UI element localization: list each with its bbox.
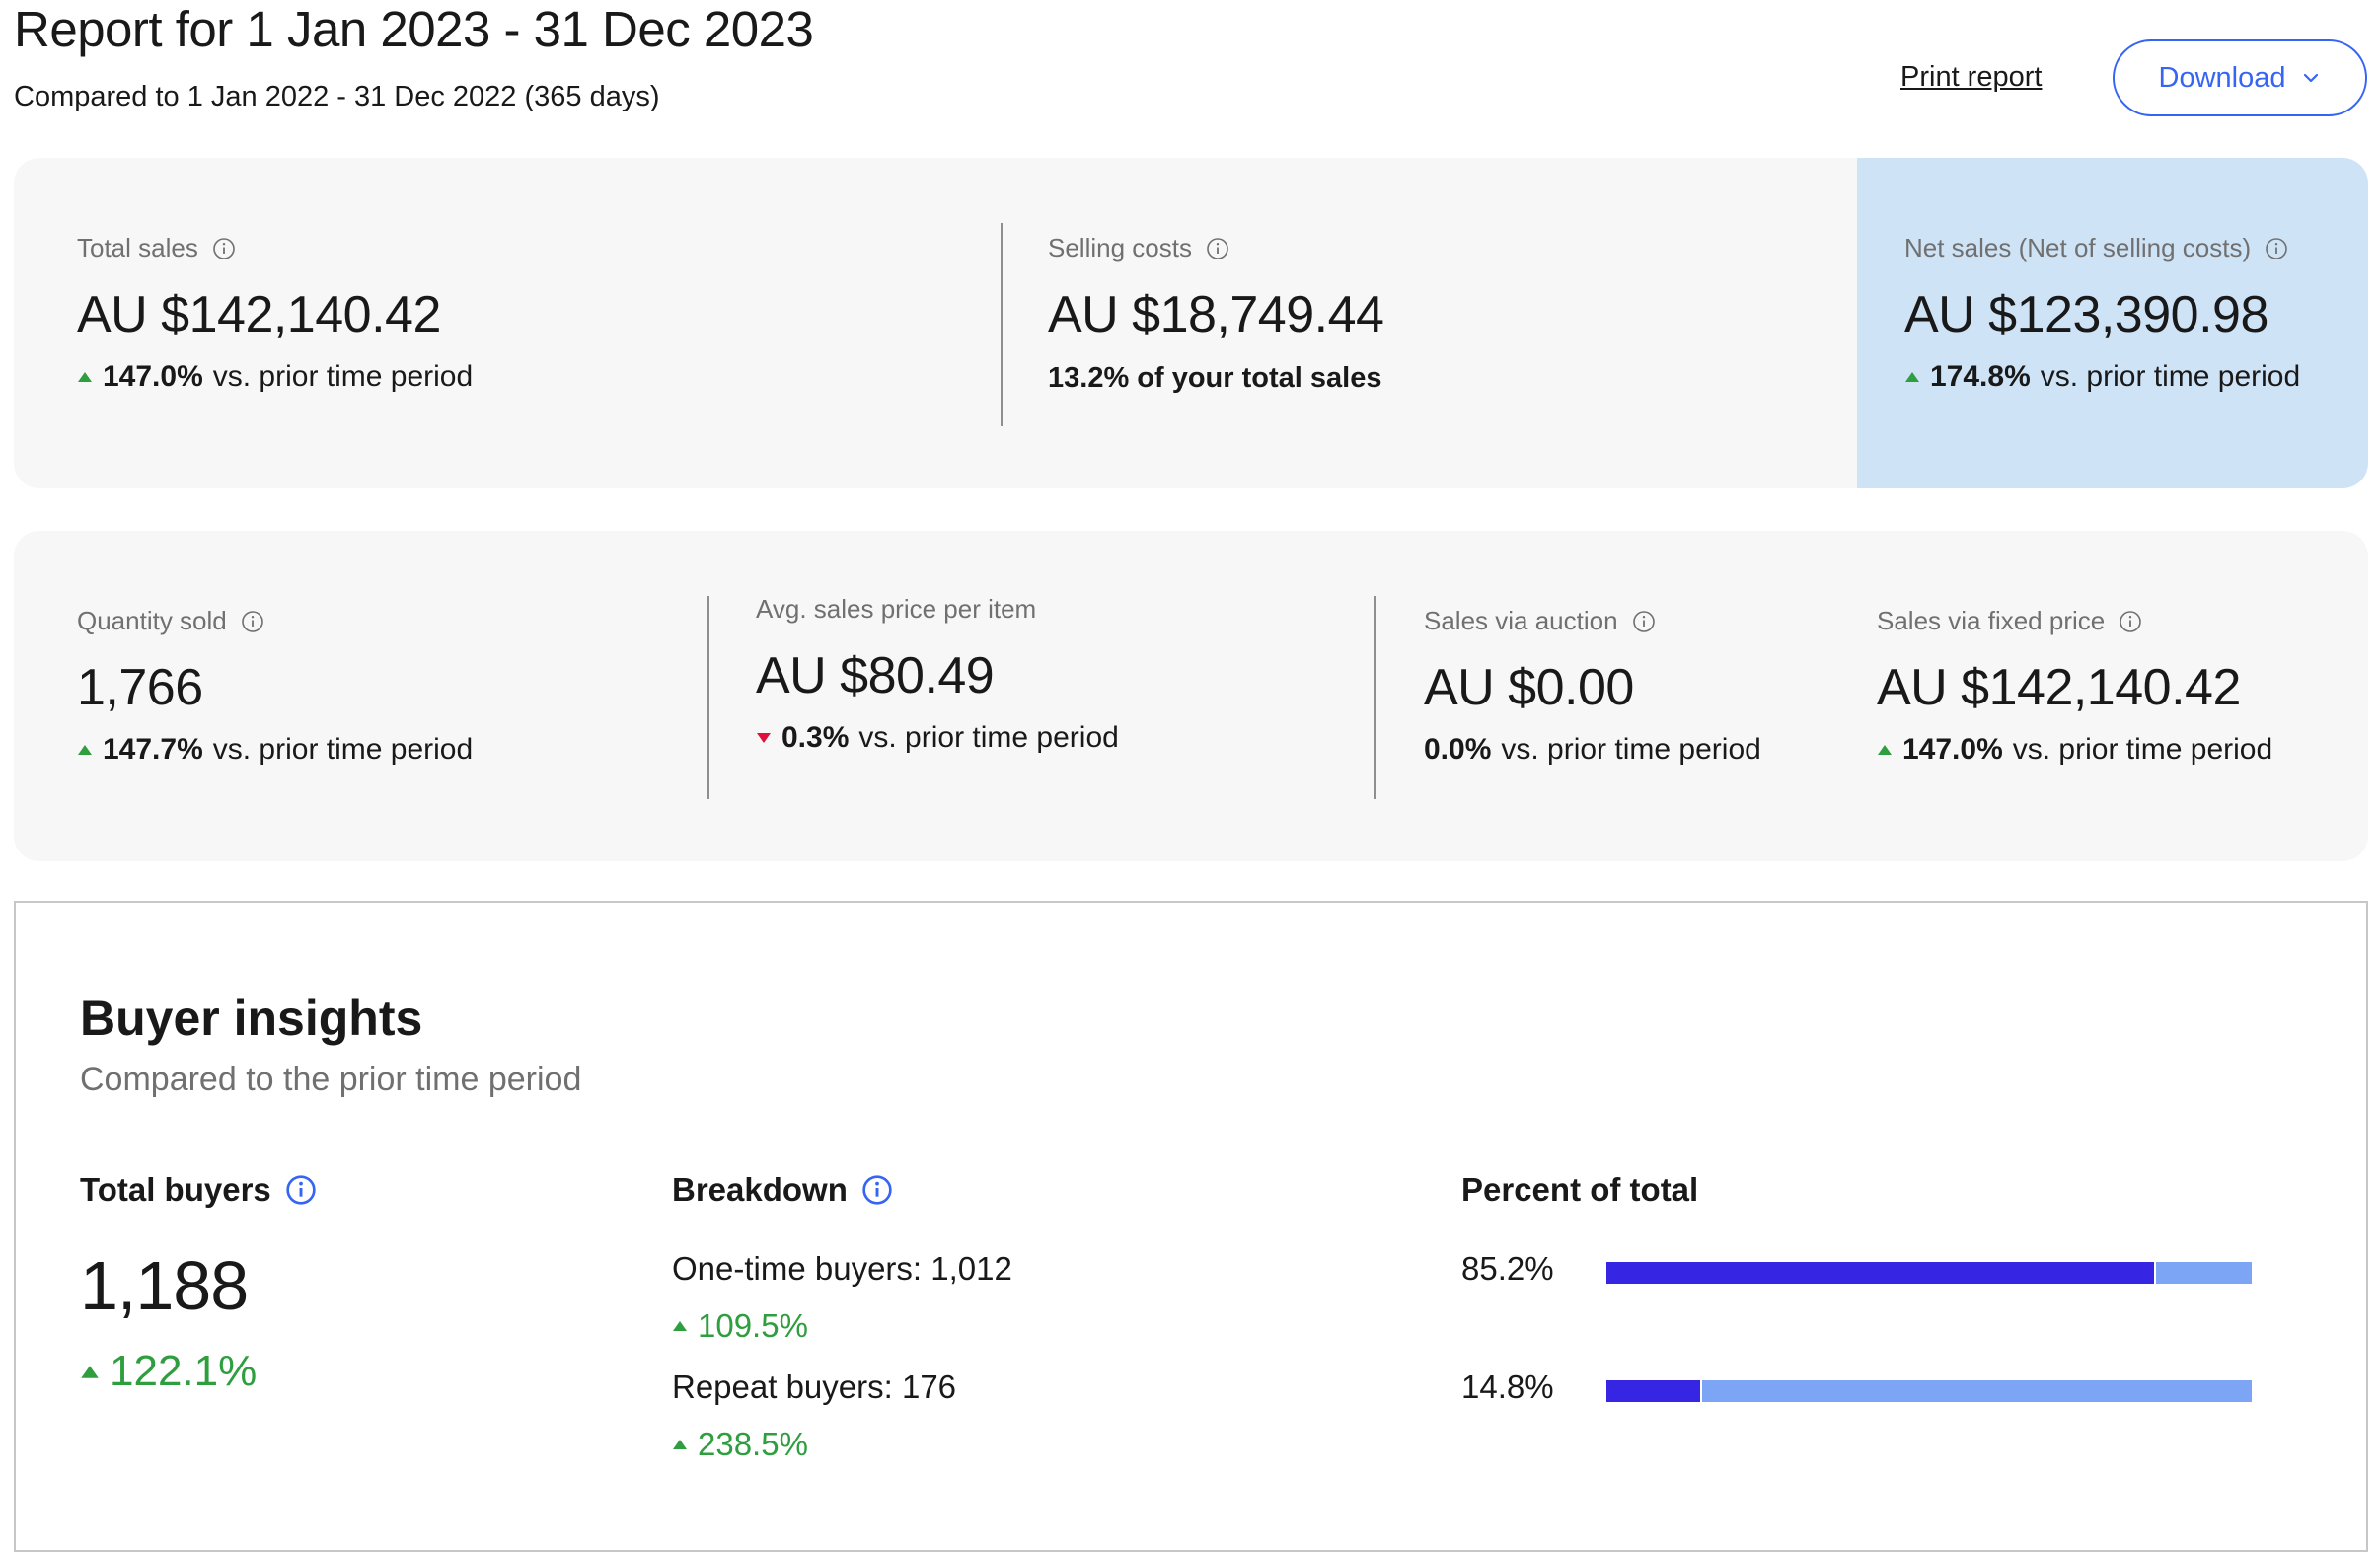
total-buyers-heading: Total buyers bbox=[80, 1171, 317, 1209]
comparison-period: Compared to 1 Jan 2022 - 31 Dec 2022 (36… bbox=[14, 81, 660, 112]
buyer-insights-panel: Buyer insights Compared to the prior tim… bbox=[14, 901, 2368, 1552]
percent-of-total-label: Percent of total bbox=[1461, 1171, 1699, 1208]
total-buyers-change: 122.1% bbox=[110, 1347, 258, 1395]
triangle-up-icon bbox=[1905, 372, 1919, 382]
fixed-price-sales-value: AU $142,140.42 bbox=[1877, 659, 2241, 716]
triangle-down-icon bbox=[757, 733, 771, 743]
total-sales-label: Total sales bbox=[77, 233, 198, 262]
divider bbox=[1374, 596, 1376, 799]
change-suffix: vs. prior time period bbox=[858, 721, 1119, 754]
auction-sales-change: 0.0% bbox=[1424, 733, 1492, 766]
repeat-buyers: Repeat buyers: 176 bbox=[672, 1368, 957, 1405]
print-report-link[interactable]: Print report bbox=[1900, 61, 2043, 93]
chevron-down-icon bbox=[2304, 73, 2319, 83]
quantity-sold-metric: Quantity sold 1,766 147.7% vs. prior tim… bbox=[77, 606, 473, 767]
one-time-percent-fill bbox=[1606, 1262, 2157, 1284]
download-button[interactable]: Download bbox=[2113, 39, 2367, 116]
repeat-percent-bar bbox=[1606, 1380, 2252, 1402]
total-buyers-change-row: 122.1% bbox=[80, 1347, 257, 1396]
repeat-percent-fill bbox=[1606, 1380, 1702, 1402]
fixed-price-sales-change: 147.0% bbox=[1902, 733, 2003, 766]
sales-details-card: Quantity sold 1,766 147.7% vs. prior tim… bbox=[14, 531, 2368, 861]
triangle-up-icon bbox=[1878, 745, 1892, 755]
info-icon[interactable] bbox=[285, 1174, 317, 1206]
quantity-sold-change: 147.7% bbox=[103, 733, 203, 766]
info-icon[interactable] bbox=[2265, 237, 2288, 260]
info-icon[interactable] bbox=[241, 610, 264, 633]
change-suffix: vs. prior time period bbox=[1501, 733, 1761, 766]
net-sales-metric: Net sales (Net of selling costs) AU $123… bbox=[1904, 233, 2300, 394]
selling-costs-label: Selling costs bbox=[1048, 233, 1192, 262]
repeat-percent: 14.8% bbox=[1461, 1368, 1554, 1405]
one-time-buyers-change: 109.5% bbox=[698, 1307, 808, 1344]
info-icon[interactable] bbox=[1632, 610, 1656, 633]
total-buyers-value: 1,188 bbox=[80, 1247, 249, 1324]
one-time-percent-bar bbox=[1606, 1262, 2252, 1284]
triangle-up-icon bbox=[673, 1440, 687, 1449]
net-sales-highlight bbox=[1857, 158, 2368, 488]
info-icon[interactable] bbox=[861, 1174, 893, 1206]
download-label: Download bbox=[2158, 61, 2286, 94]
change-suffix: vs. prior time period bbox=[212, 733, 474, 766]
breakdown-heading: Breakdown bbox=[672, 1171, 893, 1209]
info-icon[interactable] bbox=[1206, 237, 1229, 260]
fixed-price-sales-label: Sales via fixed price bbox=[1877, 606, 2106, 635]
change-suffix: vs. prior time period bbox=[2040, 360, 2301, 393]
divider bbox=[1001, 223, 1003, 426]
total-sales-change: 147.0% bbox=[103, 360, 203, 393]
one-time-buyers: One-time buyers: 1,012 bbox=[672, 1250, 1012, 1287]
selling-costs-value: AU $18,749.44 bbox=[1048, 286, 1384, 343]
triangle-up-icon bbox=[78, 745, 92, 755]
change-suffix: vs. prior time period bbox=[2012, 733, 2273, 766]
avg-price-change: 0.3% bbox=[781, 721, 850, 754]
repeat-change-row: 238.5% bbox=[672, 1426, 808, 1463]
fixed-price-sales-metric: Sales via fixed price AU $142,140.42 147… bbox=[1877, 606, 2272, 767]
avg-price-metric: Avg. sales price per item AU $80.49 0.3%… bbox=[756, 594, 1119, 755]
net-sales-value: AU $123,390.98 bbox=[1904, 286, 2268, 343]
total-sales-value: AU $142,140.42 bbox=[77, 286, 441, 343]
buyer-insights-title: Buyer insights bbox=[80, 991, 423, 1046]
repeat-buyers-change: 238.5% bbox=[698, 1426, 808, 1462]
auction-sales-value: AU $0.00 bbox=[1424, 659, 1634, 716]
one-time-change-row: 109.5% bbox=[672, 1307, 808, 1345]
page-title: Report for 1 Jan 2023 - 31 Dec 2023 bbox=[14, 1, 814, 57]
selling-costs-metric: Selling costs AU $18,749.44 13.2% of you… bbox=[1048, 233, 1384, 395]
info-icon[interactable] bbox=[212, 237, 236, 260]
auction-sales-metric: Sales via auction AU $0.00 0.0% vs. prio… bbox=[1424, 606, 1761, 767]
breakdown-label: Breakdown bbox=[672, 1171, 848, 1208]
avg-price-label: Avg. sales price per item bbox=[756, 594, 1037, 624]
triangle-up-icon bbox=[81, 1365, 99, 1378]
avg-price-value: AU $80.49 bbox=[756, 647, 995, 704]
change-suffix: vs. prior time period bbox=[212, 360, 474, 393]
percent-of-total-heading: Percent of total bbox=[1461, 1171, 1698, 1209]
info-icon[interactable] bbox=[2119, 610, 2142, 633]
buyer-insights-subtitle: Compared to the prior time period bbox=[80, 1061, 582, 1098]
quantity-sold-value: 1,766 bbox=[77, 659, 203, 716]
auction-sales-label: Sales via auction bbox=[1424, 606, 1618, 635]
divider bbox=[707, 596, 709, 799]
total-buyers-label: Total buyers bbox=[80, 1171, 271, 1208]
total-sales-metric: Total sales AU $142,140.42 147.0% vs. pr… bbox=[77, 233, 473, 394]
sales-summary-card: Total sales AU $142,140.42 147.0% vs. pr… bbox=[14, 158, 2368, 488]
quantity-sold-label: Quantity sold bbox=[77, 606, 227, 635]
net-sales-change: 174.8% bbox=[1930, 360, 2031, 393]
triangle-up-icon bbox=[673, 1321, 687, 1331]
selling-costs-note: 13.2% of your total sales bbox=[1048, 362, 1382, 394]
net-sales-label: Net sales (Net of selling costs) bbox=[1904, 233, 2252, 262]
one-time-percent: 85.2% bbox=[1461, 1250, 1554, 1287]
triangle-up-icon bbox=[78, 372, 92, 382]
